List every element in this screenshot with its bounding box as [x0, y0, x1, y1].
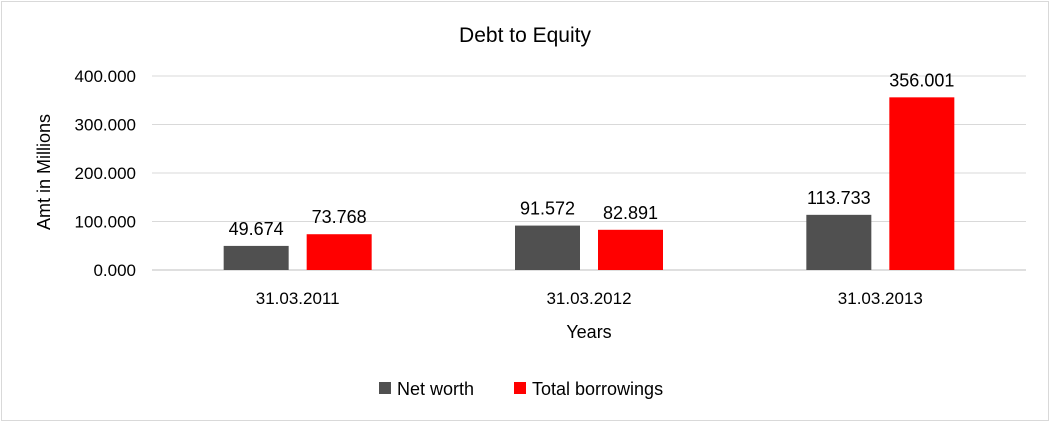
legend-swatch: [514, 382, 526, 394]
x-axis-ticks: 31.03.2011 31.03.2012 31.03.2013: [256, 289, 923, 308]
data-label: 73.768: [312, 207, 367, 227]
chart-title: Debt to Equity: [459, 24, 591, 47]
x-tick-label: 31.03.2013: [838, 289, 923, 308]
y-axis-label: Amt in Millions: [34, 114, 54, 230]
legend-swatch: [379, 382, 391, 394]
bar: [598, 229, 663, 270]
y-tick-label: 0.000: [93, 261, 136, 280]
bar: [806, 214, 872, 270]
y-axis-ticks: 0.000 100.000 200.000 300.000 400.000: [75, 67, 136, 280]
legend-label: Total borrowings: [532, 379, 663, 399]
data-label: 356.001: [889, 70, 954, 90]
y-tick-label: 200.000: [75, 164, 136, 183]
y-tick-label: 100.000: [75, 213, 136, 232]
legend: Net worth Total borrowings: [379, 379, 663, 399]
data-label: 82.891: [603, 203, 658, 223]
bar: [223, 245, 289, 270]
bar: [306, 234, 372, 270]
y-tick-label: 300.000: [75, 116, 136, 135]
x-axis-label: Years: [566, 322, 611, 342]
x-tick-label: 31.03.2011: [256, 289, 340, 308]
legend-label: Net worth: [397, 379, 474, 399]
bar: [889, 97, 955, 271]
gridlines: [152, 75, 1026, 271]
bar: [515, 225, 580, 270]
x-tick-label: 31.03.2012: [546, 289, 631, 308]
data-label: 113.733: [807, 188, 871, 208]
data-labels: 49.674 73.768 91.572 82.891 113.733 356.001: [229, 70, 955, 239]
y-tick-label: 400.000: [75, 67, 136, 86]
data-label: 91.572: [520, 199, 575, 219]
bars: [223, 97, 955, 271]
data-label: 49.674: [229, 219, 284, 239]
